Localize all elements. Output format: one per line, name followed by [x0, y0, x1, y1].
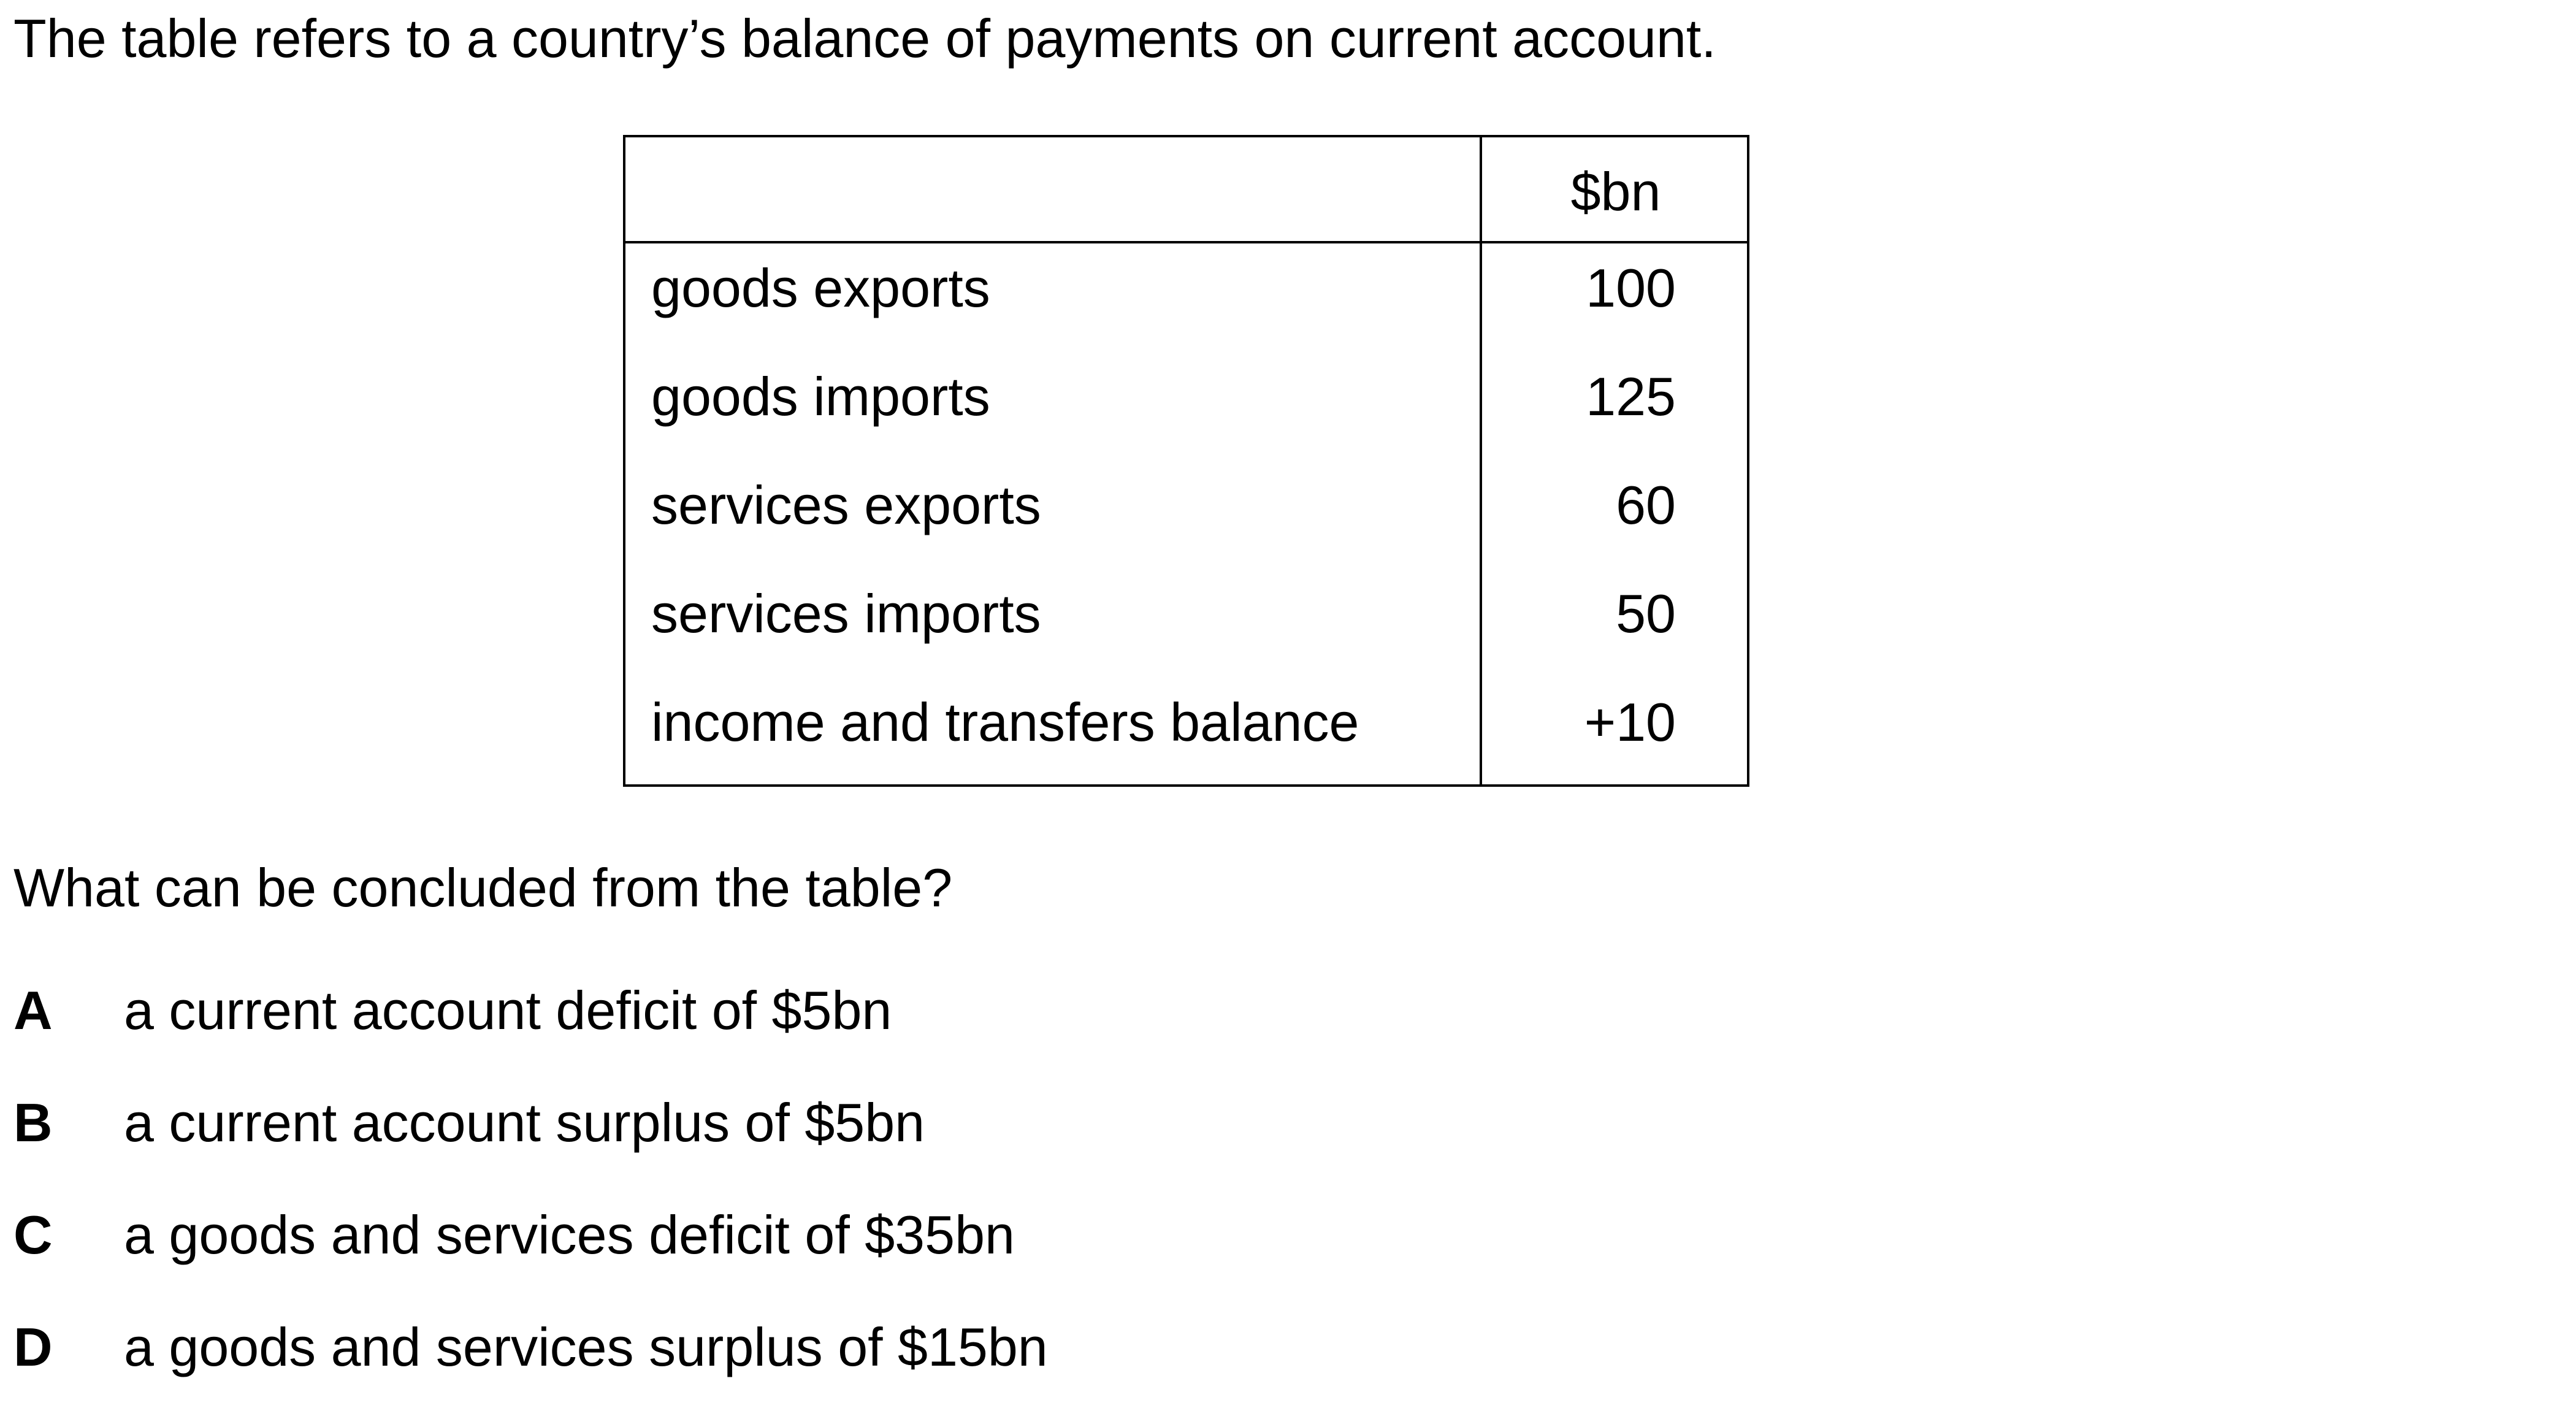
- table-row: services imports 50: [625, 581, 1747, 690]
- option-letter: B: [13, 1092, 53, 1153]
- row-value: +10: [1584, 692, 1676, 752]
- option-text: a current account deficit of $5bn: [124, 980, 892, 1041]
- row-value: 100: [1586, 258, 1676, 318]
- unit-header: $bn: [1570, 161, 1661, 222]
- row-value: 50: [1616, 583, 1676, 644]
- row-value: 60: [1616, 475, 1676, 535]
- balance-of-payments-table: $bn goods exports 100 goods imports 125 …: [623, 135, 1749, 787]
- header-divider: [625, 241, 1747, 243]
- table-rows: goods exports 100 goods imports 125 serv…: [625, 256, 1747, 798]
- row-label: services exports: [651, 475, 1041, 535]
- column-divider: [1480, 137, 1482, 784]
- row-label: goods imports: [651, 366, 990, 427]
- option-letter: A: [13, 980, 53, 1041]
- intro-text: The table refers to a country’s balance …: [13, 8, 1716, 69]
- table-row: goods exports 100: [625, 256, 1747, 364]
- table-row: goods imports 125: [625, 364, 1747, 473]
- row-value: 125: [1586, 366, 1676, 427]
- table-row: income and transfers balance +10: [625, 690, 1747, 798]
- option-letter: C: [13, 1204, 53, 1265]
- option-letter: D: [13, 1317, 53, 1377]
- row-label: income and transfers balance: [651, 692, 1359, 752]
- row-label: services imports: [651, 583, 1041, 644]
- table-row: services exports 60: [625, 473, 1747, 581]
- option-text: a current account surplus of $5bn: [124, 1092, 925, 1153]
- row-label: goods exports: [651, 258, 990, 318]
- option-text: a goods and services deficit of $35bn: [124, 1204, 1015, 1265]
- option-text: a goods and services surplus of $15bn: [124, 1317, 1048, 1377]
- question-text: What can be concluded from the table?: [13, 857, 953, 918]
